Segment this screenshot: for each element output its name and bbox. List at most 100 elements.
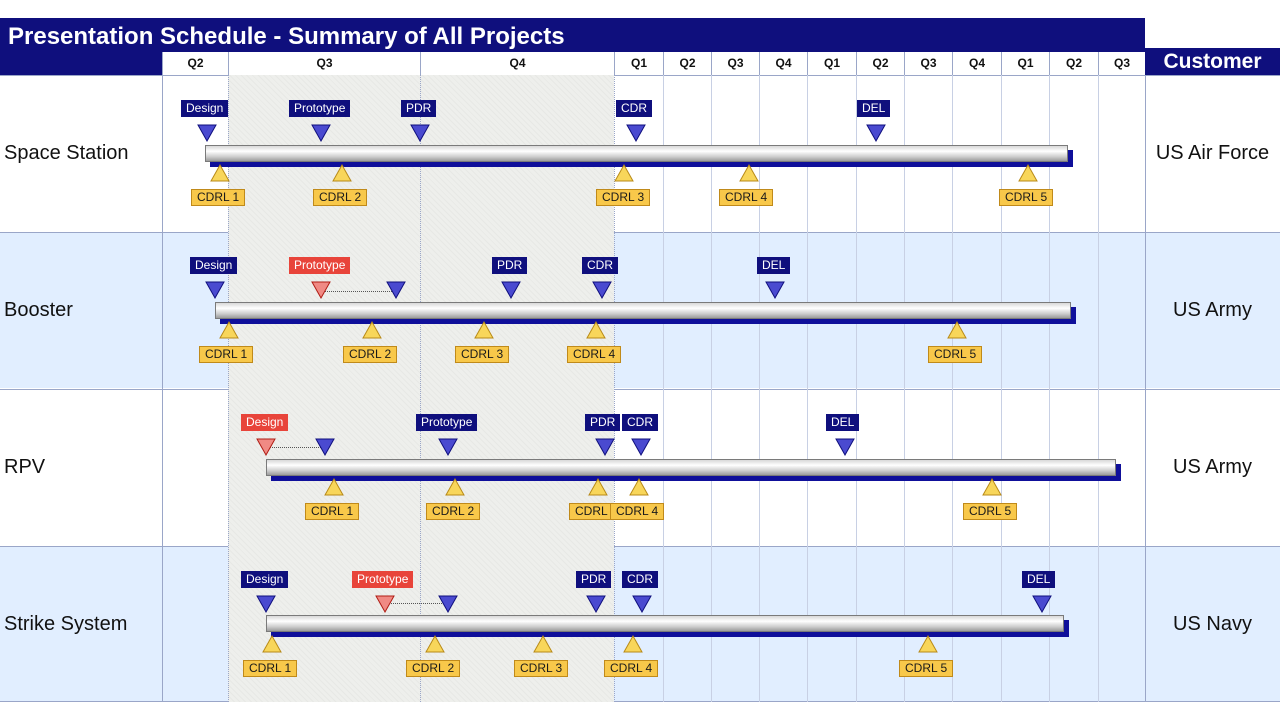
deliverable-label: CDRL 2	[406, 660, 461, 677]
header-spacer	[0, 52, 162, 75]
grid-line	[420, 75, 421, 702]
grid-line	[162, 75, 163, 702]
quarter-header: Q4	[952, 52, 1001, 75]
milestone-marker-icon	[592, 281, 612, 299]
milestone-marker-icon	[197, 124, 217, 142]
quarter-header: Q2	[663, 52, 711, 75]
grid-line	[1098, 75, 1099, 702]
page-title: Presentation Schedule - Summary of All P…	[0, 18, 1145, 52]
deliverable-label: CDRL 5	[963, 503, 1018, 520]
milestone-label: Prototype	[352, 571, 414, 588]
milestone-marker-icon	[765, 281, 785, 299]
deliverable-label: CDRL 5	[999, 189, 1054, 206]
grid-line	[614, 75, 615, 702]
deliverable-marker-icon	[533, 635, 553, 653]
customer-column-header: Customer	[1145, 48, 1280, 75]
customer-name: US Army	[1173, 299, 1252, 321]
grid-line	[952, 75, 953, 702]
milestone-marker-icon	[438, 438, 458, 456]
deliverable-marker-icon	[623, 635, 643, 653]
deliverable-marker-icon	[425, 635, 445, 653]
milestone-label: Prototype	[416, 414, 478, 431]
deliverable-marker-icon	[982, 478, 1002, 496]
milestone-label: CDR	[582, 257, 618, 274]
timeline-bar	[266, 459, 1116, 476]
deliverable-label: CDRL 2	[343, 346, 398, 363]
milestone-label: DEL	[757, 257, 791, 274]
milestone-label: Design	[190, 257, 238, 274]
slip-guide-line	[321, 291, 396, 292]
deliverable-marker-icon	[739, 164, 759, 182]
grid-line	[228, 75, 229, 702]
milestone-marker-icon	[386, 281, 406, 299]
milestone-marker-icon	[501, 281, 521, 299]
project-name: Strike System	[4, 613, 128, 635]
deliverable-label: CDRL 1	[243, 660, 298, 677]
milestone-label: Design	[241, 571, 289, 588]
milestone-marker-icon	[311, 281, 331, 299]
deliverable-marker-icon	[629, 478, 649, 496]
milestone-label: CDR	[616, 100, 652, 117]
grid-line	[663, 75, 664, 702]
milestone-label: Design	[241, 414, 289, 431]
deliverable-marker-icon	[362, 321, 382, 339]
grid-line	[1145, 75, 1146, 702]
quarter-header: Q1	[614, 52, 663, 75]
milestone-label: PDR	[401, 100, 437, 117]
deliverable-label: CDRL 1	[199, 346, 254, 363]
grid-line	[1049, 75, 1050, 702]
quarter-header: Q3	[711, 52, 759, 75]
milestone-marker-icon	[586, 595, 606, 613]
milestone-label: PDR	[585, 414, 621, 431]
milestone-marker-icon	[410, 124, 430, 142]
milestone-marker-icon	[205, 281, 225, 299]
deliverable-marker-icon	[445, 478, 465, 496]
deliverable-marker-icon	[588, 478, 608, 496]
quarter-header: Q2	[162, 52, 228, 75]
quarter-header: Q2	[1049, 52, 1098, 75]
milestone-marker-icon	[315, 438, 335, 456]
slip-guide-line	[385, 603, 448, 604]
deliverable-label: CDRL 3	[455, 346, 510, 363]
deliverable-label: CDRL 4	[604, 660, 659, 677]
project-name: Booster	[4, 299, 73, 321]
quarter-header: Q3	[1098, 52, 1145, 75]
milestone-label: DEL	[857, 100, 891, 117]
milestone-marker-icon	[866, 124, 886, 142]
deliverable-label: CDRL 1	[305, 503, 360, 520]
timeline-bar	[215, 302, 1071, 319]
deliverable-marker-icon	[586, 321, 606, 339]
milestone-label: Prototype	[289, 257, 351, 274]
deliverable-marker-icon	[918, 635, 938, 653]
quarter-header: Q1	[807, 52, 856, 75]
deliverable-label: CDRL 3	[596, 189, 651, 206]
quarter-header: Q3	[228, 52, 420, 75]
milestone-marker-icon	[256, 438, 276, 456]
milestone-marker-icon	[632, 595, 652, 613]
deliverable-marker-icon	[474, 321, 494, 339]
quarter-header: Q1	[1001, 52, 1049, 75]
grid-line	[759, 75, 760, 702]
milestone-label: DEL	[1022, 571, 1056, 588]
shaded-period	[228, 75, 614, 702]
milestone-label: CDR	[622, 414, 658, 431]
project-name: RPV	[4, 456, 46, 478]
customer-name: US Navy	[1173, 613, 1252, 635]
milestone-marker-icon	[595, 438, 615, 456]
customer-name: US Air Force	[1155, 142, 1270, 164]
milestone-label: DEL	[826, 414, 860, 431]
deliverable-label: CDRL 4	[719, 189, 774, 206]
milestone-marker-icon	[626, 124, 646, 142]
milestone-marker-icon	[311, 124, 331, 142]
deliverable-marker-icon	[1018, 164, 1038, 182]
milestone-label: PDR	[576, 571, 612, 588]
deliverable-label: CDRL 3	[514, 660, 569, 677]
quarter-header: Q3	[904, 52, 952, 75]
milestone-marker-icon	[835, 438, 855, 456]
deliverable-marker-icon	[332, 164, 352, 182]
deliverable-marker-icon	[219, 321, 239, 339]
customer-name: US Army	[1173, 456, 1252, 478]
deliverable-marker-icon	[210, 164, 230, 182]
milestone-marker-icon	[631, 438, 651, 456]
milestone-marker-icon	[256, 595, 276, 613]
